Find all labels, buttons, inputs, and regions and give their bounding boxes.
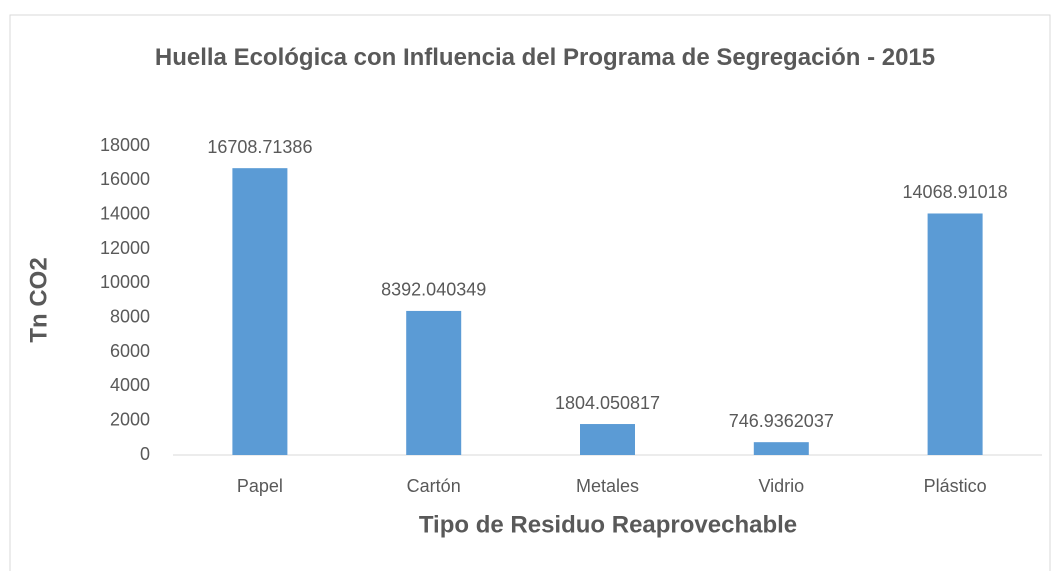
chart-title: Huella Ecológica con Influencia del Prog… <box>154 44 936 71</box>
y-tick-label: 6000 <box>110 341 150 361</box>
y-tick-label: 18000 <box>100 135 150 155</box>
x-axis-title: Tipo de Residuo Reaprovechable <box>419 511 797 538</box>
y-tick-label: 14000 <box>100 203 150 223</box>
x-tick-label: Plástico <box>924 476 987 496</box>
data-label: 14068.91018 <box>903 182 1008 202</box>
x-tick-label: Papel <box>237 476 283 496</box>
data-label: 8392.040349 <box>381 280 486 300</box>
chart-border <box>9 14 1051 571</box>
y-tick-label: 10000 <box>100 272 150 292</box>
y-axis-title: Tn CO2 <box>25 257 52 342</box>
y-tick-label: 12000 <box>100 238 150 258</box>
y-tick-label: 16000 <box>100 169 150 189</box>
x-tick-label: Metales <box>576 476 639 496</box>
y-tick-label: 8000 <box>110 306 150 326</box>
x-tick-label: Cartón <box>407 476 461 496</box>
x-tick-label: Vidrio <box>758 476 804 496</box>
y-tick-label: 2000 <box>110 409 150 429</box>
bar <box>580 424 635 455</box>
bar <box>232 168 288 455</box>
y-tick-label: 0 <box>140 444 150 464</box>
data-label: 746.9362037 <box>729 411 834 431</box>
data-label: 1804.050817 <box>555 393 660 413</box>
bar <box>406 310 462 455</box>
data-label: 16708.71386 <box>207 137 312 157</box>
bar <box>753 442 809 455</box>
bar <box>927 213 983 455</box>
y-tick-label: 4000 <box>110 375 150 395</box>
